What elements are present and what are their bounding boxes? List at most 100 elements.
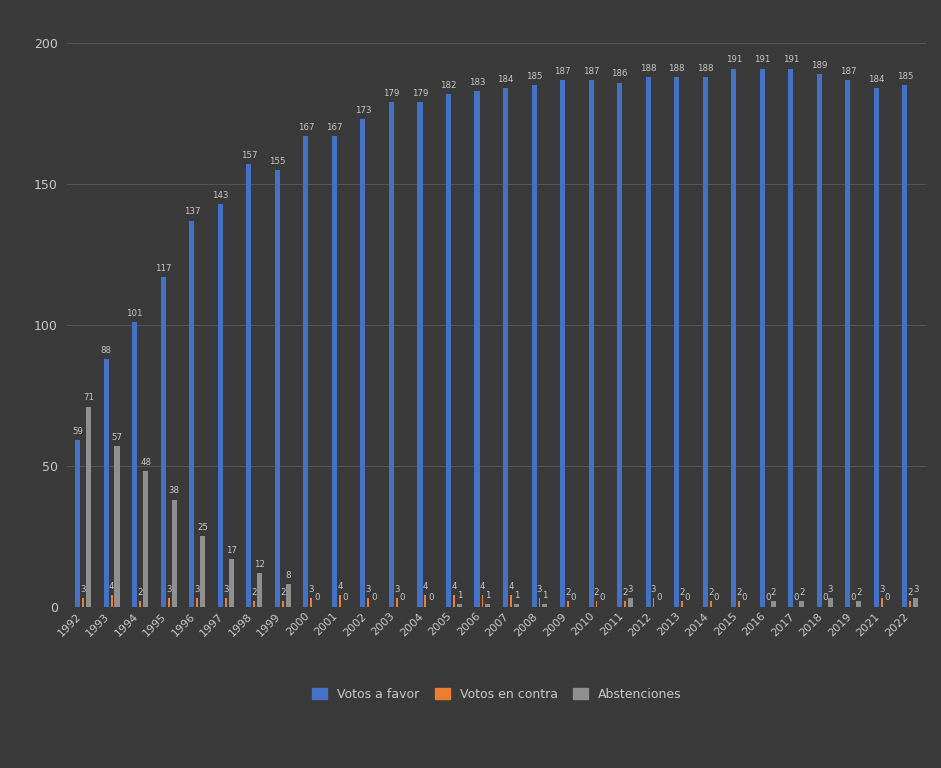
Text: 179: 179 xyxy=(383,89,400,98)
Text: 1: 1 xyxy=(486,591,490,600)
Text: 2: 2 xyxy=(622,588,628,597)
Bar xyxy=(827,598,833,607)
Bar xyxy=(111,595,113,607)
Text: 25: 25 xyxy=(197,523,208,532)
Text: 0: 0 xyxy=(685,594,691,603)
Text: 143: 143 xyxy=(212,190,229,200)
Text: 187: 187 xyxy=(839,67,856,75)
Text: 3: 3 xyxy=(195,585,199,594)
Text: 167: 167 xyxy=(297,123,314,132)
Bar xyxy=(332,136,337,607)
Bar xyxy=(171,500,177,607)
Text: 0: 0 xyxy=(428,594,434,603)
Text: 12: 12 xyxy=(254,560,265,568)
Text: 0: 0 xyxy=(343,594,348,603)
Bar xyxy=(845,80,851,607)
Text: 3: 3 xyxy=(166,585,171,594)
Text: 0: 0 xyxy=(793,594,799,603)
Bar xyxy=(418,102,423,607)
Bar xyxy=(389,102,394,607)
Text: 189: 189 xyxy=(811,61,827,70)
Text: 0: 0 xyxy=(314,594,320,603)
Bar xyxy=(532,85,536,607)
Bar xyxy=(789,68,793,607)
Text: 0: 0 xyxy=(599,594,605,603)
Bar xyxy=(486,604,490,607)
Bar xyxy=(161,277,166,607)
Bar xyxy=(681,601,683,607)
Text: 4: 4 xyxy=(423,582,428,591)
Bar xyxy=(217,204,223,607)
Bar xyxy=(759,68,765,607)
Bar xyxy=(275,170,279,607)
Bar xyxy=(881,598,883,607)
Text: 188: 188 xyxy=(697,64,713,73)
Text: 17: 17 xyxy=(226,545,236,554)
Text: 3: 3 xyxy=(536,585,542,594)
Text: 3: 3 xyxy=(309,585,314,594)
Text: 3: 3 xyxy=(80,585,86,594)
Bar xyxy=(771,601,775,607)
Bar xyxy=(286,584,291,607)
Text: 2: 2 xyxy=(280,588,285,597)
Bar xyxy=(560,80,566,607)
Bar xyxy=(567,601,569,607)
Text: 3: 3 xyxy=(913,585,918,594)
Text: 0: 0 xyxy=(742,594,747,603)
Text: 4: 4 xyxy=(337,582,343,591)
Bar xyxy=(588,80,594,607)
Legend: Votos a favor, Votos en contra, Abstenciones: Votos a favor, Votos en contra, Abstenci… xyxy=(306,681,687,707)
Text: 2: 2 xyxy=(737,588,742,597)
Text: 2: 2 xyxy=(771,588,776,597)
Bar xyxy=(624,601,626,607)
Bar xyxy=(303,136,309,607)
Text: 2: 2 xyxy=(856,588,861,597)
Text: 0: 0 xyxy=(765,594,771,603)
Text: 3: 3 xyxy=(394,585,400,594)
Text: 88: 88 xyxy=(101,346,112,355)
Text: 185: 185 xyxy=(897,72,913,81)
Bar xyxy=(739,601,740,607)
Text: 4: 4 xyxy=(480,582,486,591)
Text: 117: 117 xyxy=(155,264,171,273)
Bar xyxy=(200,536,205,607)
Text: 1: 1 xyxy=(456,591,462,600)
Text: 2: 2 xyxy=(799,588,805,597)
Text: 48: 48 xyxy=(140,458,152,467)
Text: 3: 3 xyxy=(879,585,885,594)
Bar xyxy=(503,88,508,607)
Bar xyxy=(510,595,512,607)
Text: 101: 101 xyxy=(126,309,143,318)
Text: 1: 1 xyxy=(514,591,519,600)
Text: 187: 187 xyxy=(582,67,599,75)
Text: 71: 71 xyxy=(83,393,94,402)
Bar xyxy=(75,441,80,607)
Bar xyxy=(538,598,540,607)
Bar xyxy=(360,119,365,607)
Bar xyxy=(913,598,918,607)
Bar xyxy=(229,559,233,607)
Text: 183: 183 xyxy=(469,78,486,87)
Bar xyxy=(474,91,480,607)
Bar xyxy=(247,164,251,607)
Bar xyxy=(396,598,398,607)
Text: 191: 191 xyxy=(726,55,742,65)
Text: 0: 0 xyxy=(400,594,405,603)
Bar xyxy=(367,598,369,607)
Bar xyxy=(225,598,227,607)
Bar xyxy=(456,604,462,607)
Text: 173: 173 xyxy=(355,106,371,115)
Bar xyxy=(902,85,907,607)
Text: 4: 4 xyxy=(109,582,115,591)
Bar xyxy=(799,601,805,607)
Text: 0: 0 xyxy=(851,594,856,603)
Bar xyxy=(104,359,109,607)
Text: 0: 0 xyxy=(713,594,719,603)
Bar xyxy=(167,598,169,607)
Bar xyxy=(628,598,633,607)
Text: 167: 167 xyxy=(327,123,343,132)
Text: 0: 0 xyxy=(885,594,890,603)
Text: 185: 185 xyxy=(526,72,542,81)
Bar xyxy=(189,220,195,607)
Bar xyxy=(617,83,622,607)
